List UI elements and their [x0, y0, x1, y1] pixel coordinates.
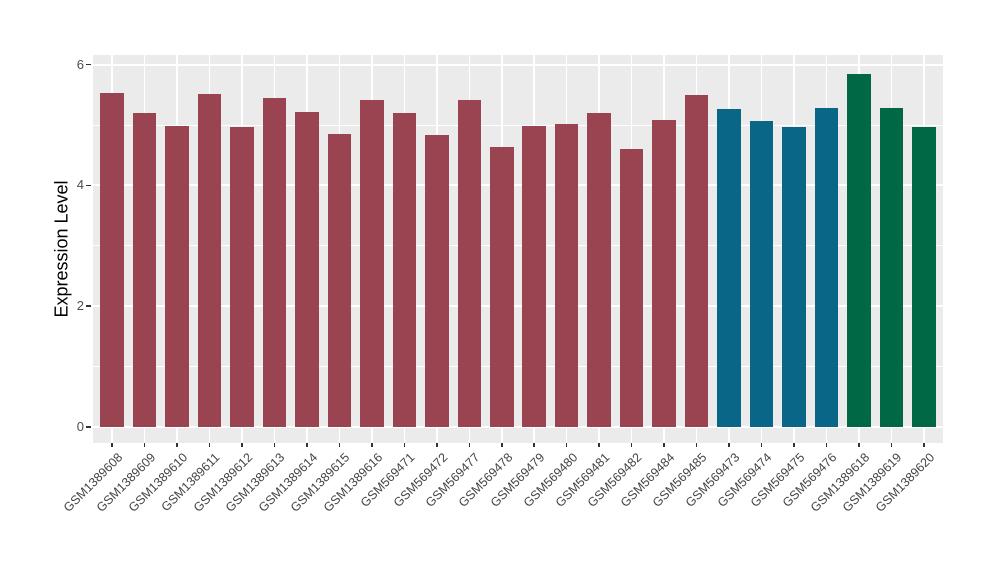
x-tick-mark [923, 443, 925, 447]
major-gridline [93, 426, 943, 428]
x-tick-mark [176, 443, 178, 447]
bar-GSM569477 [457, 99, 482, 427]
bar-GSM569472 [425, 135, 449, 427]
bar-GSM569479 [522, 126, 546, 427]
x-tick-mark [143, 443, 146, 447]
bar-GSM569471 [392, 112, 417, 427]
bar-GSM1389619 [879, 108, 904, 427]
bar-GSM1389620 [912, 127, 936, 427]
x-tick-mark [306, 443, 308, 447]
plot-panel [93, 55, 943, 443]
x-tick-mark [208, 443, 211, 447]
x-tick-mark [436, 443, 438, 447]
bar-GSM1389614 [295, 112, 319, 427]
x-tick-mark [760, 443, 763, 447]
y-tick-mark [86, 184, 91, 187]
x-tick-mark [663, 443, 665, 447]
y-tick-label: 4 [76, 177, 84, 193]
bar-GSM1389610 [165, 125, 189, 427]
x-tick-mark [468, 443, 471, 447]
y-tick-label: 2 [76, 298, 84, 314]
y-tick-mark [86, 426, 91, 428]
x-tick-mark [111, 443, 113, 447]
bar-GSM569481 [587, 112, 611, 427]
x-tick-mark [793, 443, 795, 447]
x-tick-mark [533, 443, 535, 447]
y-tick-label: 6 [76, 56, 84, 72]
bar-GSM569475 [782, 127, 806, 427]
bar-GSM1389608 [100, 92, 124, 427]
bar-GSM1389611 [197, 94, 222, 427]
bar-GSM569474 [749, 121, 774, 427]
bar-GSM569476 [814, 108, 839, 427]
bar-GSM1389615 [327, 134, 352, 427]
x-tick-mark [273, 443, 276, 447]
y-tick-mark [86, 63, 91, 66]
bar-GSM569480 [554, 124, 579, 427]
bar-GSM569482 [619, 148, 644, 427]
x-tick-mark [565, 443, 568, 447]
minor-gridline [93, 124, 943, 126]
minor-gridline [93, 366, 943, 368]
x-tick-mark [630, 443, 633, 447]
x-tick-mark [858, 443, 860, 447]
x-tick-mark [241, 443, 243, 447]
y-axis-title: Expression Level [51, 180, 72, 318]
x-tick-mark [825, 443, 828, 447]
y-tick-label: 0 [76, 419, 84, 434]
bar-GSM1389609 [132, 112, 157, 427]
x-tick-mark [501, 443, 503, 447]
bar-GSM1389616 [360, 99, 384, 427]
x-tick-mark [728, 443, 730, 447]
bar-GSM1389612 [230, 126, 254, 427]
x-tick-mark [403, 443, 406, 447]
bar-GSM1389613 [262, 98, 287, 427]
bar-GSM569485 [684, 94, 709, 427]
major-gridline [93, 305, 943, 308]
bar-GSM569473 [717, 108, 741, 427]
bar-GSM569484 [652, 119, 676, 427]
x-tick-mark [338, 443, 341, 447]
bar-GSM1389618 [847, 74, 871, 427]
y-tick-mark [86, 305, 91, 307]
bar-GSM569478 [490, 146, 514, 427]
major-gridline [93, 63, 943, 66]
x-tick-mark [371, 443, 373, 447]
x-tick-mark [695, 443, 698, 447]
x-tick-mark [890, 443, 893, 447]
major-gridline [93, 184, 943, 187]
minor-gridline [93, 245, 943, 247]
x-tick-mark [598, 443, 600, 447]
